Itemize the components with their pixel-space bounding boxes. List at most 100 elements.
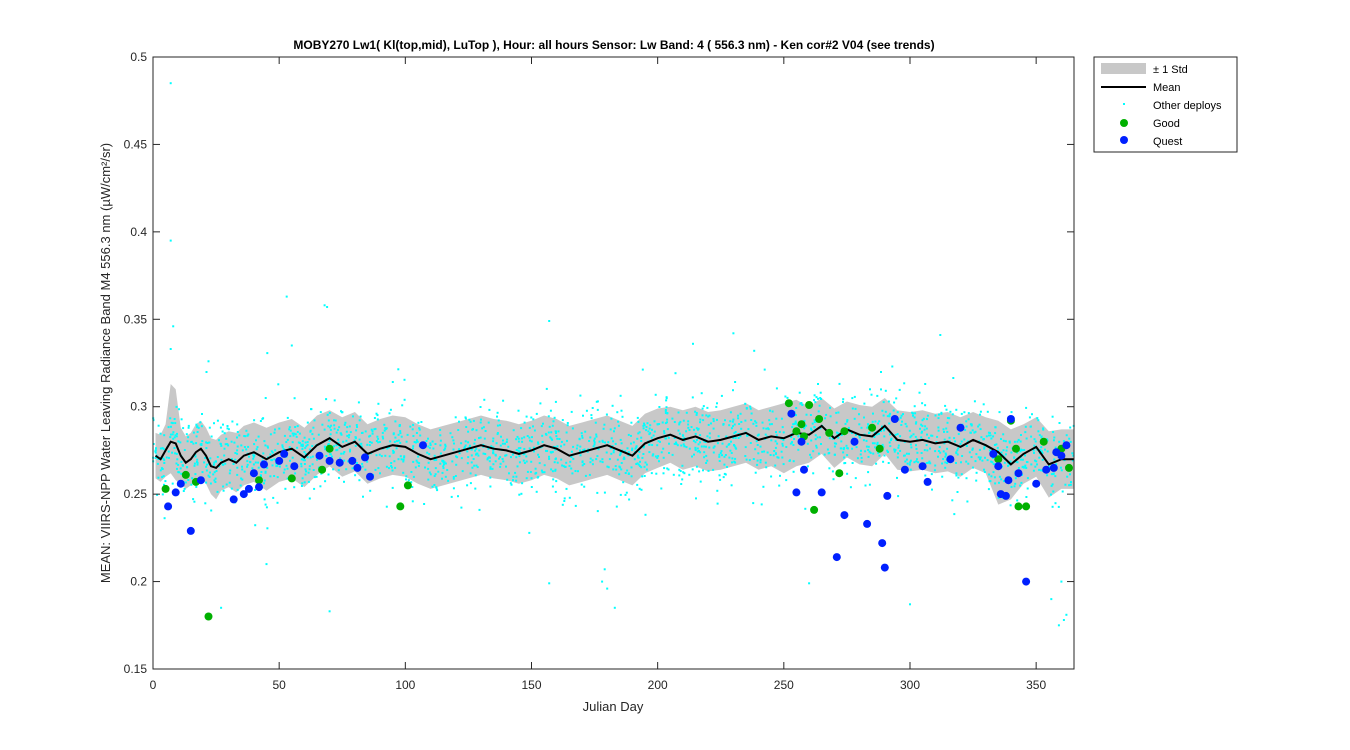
other-deploy-point (694, 432, 697, 435)
other-deploy-point (991, 461, 994, 464)
other-deploy-point (252, 454, 255, 457)
other-deploy-point (474, 474, 477, 477)
other-deploy-point (241, 478, 244, 481)
other-deploy-point (439, 439, 442, 442)
other-deploy-point (925, 427, 928, 430)
other-deploy-point (190, 441, 193, 443)
other-deploy-point (199, 443, 202, 446)
other-deploy-point (652, 434, 655, 437)
other-deploy-point (474, 438, 476, 441)
other-deploy-point (735, 447, 738, 450)
other-deploy-point (584, 474, 587, 477)
other-deploy-point (762, 485, 765, 488)
other-deploy-point (1045, 438, 1048, 441)
other-deploy-point (339, 457, 342, 460)
other-deploy-point (1024, 466, 1027, 468)
other-deploy-point (236, 466, 239, 469)
other-deploy-point (858, 436, 861, 439)
other-deploy-point (230, 458, 233, 461)
other-deploy-point (276, 442, 279, 445)
other-deploy-point (465, 426, 468, 428)
other-deploy-point (434, 467, 437, 470)
other-deploy-point (1062, 619, 1065, 621)
other-deploy-point (525, 477, 528, 480)
other-deploy-point (1032, 449, 1035, 452)
other-deploy-point (528, 426, 531, 429)
other-deploy-point (785, 446, 788, 448)
other-deploy-point (1062, 440, 1065, 443)
other-deploy-point (169, 433, 172, 436)
other-deploy-point (296, 446, 299, 449)
other-deploy-point (939, 334, 942, 336)
quest-point (1049, 463, 1058, 472)
other-deploy-point (675, 442, 678, 445)
other-deploy-point (835, 411, 838, 414)
other-deploy-point (721, 442, 724, 445)
other-deploy-point (585, 409, 588, 412)
other-deploy-point (399, 424, 401, 427)
other-deploy-point (859, 453, 862, 456)
other-deploy-point (207, 360, 210, 363)
other-deploy-point (604, 441, 606, 444)
other-deploy-point (695, 439, 698, 441)
other-deploy-point (1046, 474, 1049, 477)
other-deploy-point (960, 412, 963, 415)
other-deploy-point (682, 419, 685, 422)
other-deploy-point (486, 457, 489, 460)
other-deploy-point (563, 497, 566, 500)
other-deploy-point (306, 456, 309, 459)
other-deploy-point (354, 474, 357, 477)
other-deploy-point (529, 471, 532, 473)
quest-point (249, 469, 258, 478)
other-deploy-point (369, 434, 372, 437)
mean-line (154, 424, 1074, 470)
other-deploy-point (766, 451, 769, 454)
other-deploy-point (454, 475, 457, 477)
other-deploy-point (521, 482, 524, 485)
other-deploy-point (620, 409, 623, 412)
quest-point (863, 519, 872, 528)
other-deploy-point (176, 432, 178, 435)
quest-point (239, 490, 248, 499)
other-deploy-point (301, 445, 304, 448)
other-deploy-point (257, 461, 260, 464)
other-deploy-point (432, 447, 435, 450)
other-deploy-point (562, 465, 565, 468)
other-deploy-point (737, 437, 740, 439)
other-deploy-point (246, 465, 249, 468)
other-deploy-point (1065, 434, 1068, 437)
other-deploy-point (982, 403, 985, 406)
other-deploy-point (521, 440, 524, 443)
other-deploy-point (770, 439, 773, 442)
other-deploy-point (1071, 452, 1074, 455)
other-deploy-point (712, 418, 715, 420)
other-deploy-point (566, 422, 569, 424)
other-deploy-point (723, 455, 726, 458)
other-deploy-point (313, 419, 316, 422)
quest-point (366, 472, 374, 481)
other-deploy-point (812, 472, 815, 475)
other-deploy-point (192, 498, 195, 501)
other-deploy-point (328, 610, 331, 613)
other-deploy-point (429, 442, 432, 445)
other-deploy-point (971, 447, 974, 450)
other-deploys-series (152, 82, 1075, 627)
other-deploy-point (603, 491, 606, 494)
other-deploy-point (917, 461, 920, 464)
other-deploy-point (765, 466, 768, 469)
other-deploy-point (536, 476, 539, 479)
axis-ticks: 0 50 100 150 200 250 300 3500.150.20.250.30.350… (124, 50, 1074, 692)
other-deploy-point (469, 482, 472, 485)
other-deploy-point (441, 477, 443, 480)
other-deploy-point (948, 436, 951, 439)
other-deploy-point (222, 423, 224, 426)
other-deploy-point (781, 426, 784, 429)
other-deploy-point (703, 451, 706, 454)
other-deploy-point (965, 425, 968, 428)
other-deploy-point (756, 463, 759, 466)
y-axis-label: MEAN: VIIRS-NPP Water Leaving Radiance B… (98, 143, 113, 583)
other-deploy-point (897, 495, 900, 498)
other-deploy-point (889, 445, 892, 448)
other-deploy-point (286, 467, 289, 470)
other-deploy-point (1042, 427, 1045, 430)
